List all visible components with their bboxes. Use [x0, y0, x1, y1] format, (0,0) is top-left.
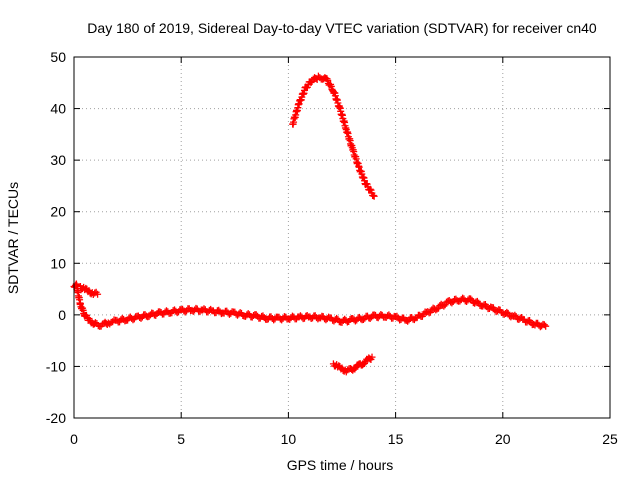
data-point — [366, 185, 374, 193]
data-point — [448, 299, 456, 307]
data-point — [467, 295, 475, 303]
data-point — [368, 353, 376, 361]
y-axis-label: SDTVAR / TECUs — [5, 182, 21, 294]
data-point — [404, 317, 412, 325]
y-tick-label: 30 — [50, 152, 66, 168]
x-tick-label: 10 — [281, 431, 297, 447]
x-tick-label: 20 — [495, 431, 511, 447]
x-tick-label: 5 — [177, 431, 185, 447]
data-point — [323, 75, 331, 83]
series-upper-arc — [289, 72, 378, 200]
y-tick-label: 10 — [50, 255, 66, 271]
y-tick-label: 0 — [58, 307, 66, 323]
data-point — [540, 321, 548, 329]
x-tick-label: 15 — [388, 431, 404, 447]
plot-area — [70, 72, 550, 376]
data-point — [511, 311, 519, 319]
data-point — [370, 192, 378, 200]
x-tick-label: 0 — [70, 431, 78, 447]
y-tick-label: 50 — [50, 49, 66, 65]
x-tick-label: 25 — [602, 431, 618, 447]
data-point — [327, 82, 335, 90]
series-main — [70, 280, 550, 331]
chart-title: Day 180 of 2019, Sidereal Day-to-day VTE… — [87, 20, 597, 36]
plot-frame — [73, 56, 611, 419]
data-point — [440, 302, 448, 310]
x-axis-label: GPS time / hours — [287, 457, 394, 473]
y-tick-label: -10 — [46, 358, 66, 374]
x-axis: 0 5 10 15 20 25 — [70, 57, 618, 447]
data-point — [503, 308, 511, 316]
y-tick-label: 20 — [50, 204, 66, 220]
series-lower-arc — [329, 353, 376, 376]
data-point — [324, 76, 332, 84]
series-side-branch — [76, 282, 102, 299]
data-point — [369, 192, 377, 200]
data-point — [351, 365, 359, 373]
data-point — [137, 314, 145, 322]
data-point — [94, 290, 102, 298]
y-tick-label: -20 — [46, 410, 66, 426]
data-point — [542, 322, 550, 330]
y-tick-label: 40 — [50, 101, 66, 117]
y-axis: -20 -10 0 10 20 30 40 50 — [46, 49, 610, 426]
